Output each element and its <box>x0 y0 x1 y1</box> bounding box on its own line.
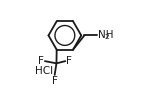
Text: NH: NH <box>98 30 114 40</box>
Text: F: F <box>66 56 72 66</box>
Text: 2: 2 <box>105 34 109 40</box>
Text: F: F <box>38 56 44 66</box>
Text: HCl: HCl <box>35 66 53 76</box>
Text: F: F <box>52 76 58 86</box>
